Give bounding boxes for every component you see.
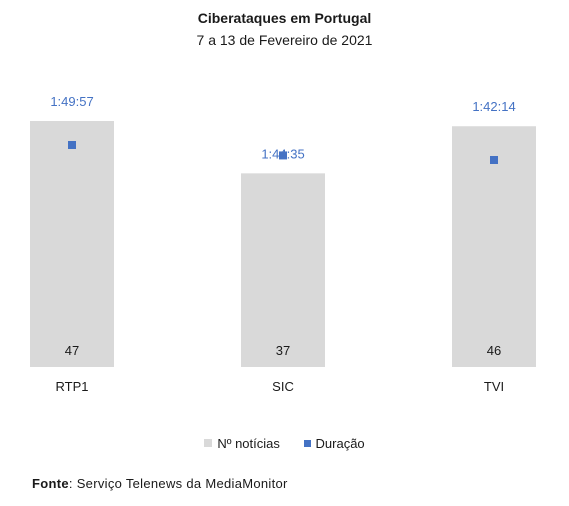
bar-value-label: 47 (65, 343, 79, 358)
duration-label: 1:44:35 (261, 146, 304, 161)
duration-point-tvi (490, 156, 498, 164)
category-label: SIC (272, 379, 294, 394)
duration-point-rtp1 (68, 141, 76, 149)
legend-swatch-bar (204, 439, 213, 447)
legend-label-noticias: Nº notícias (217, 435, 280, 451)
chart-legend: Nº notícias Duração (0, 435, 569, 451)
duration-point-sic (279, 151, 287, 160)
source-text: : Serviço Telenews da MediaMonitor (68, 476, 288, 491)
category-label: TVI (484, 379, 504, 394)
bar-value-label: 37 (276, 343, 290, 358)
bar-sic (241, 173, 325, 367)
duration-label: 1:42:14 (472, 99, 515, 114)
source-note: Fonte: Serviço Telenews da MediaMonitor (32, 476, 288, 491)
legend-label-duracao: Duração (315, 436, 365, 451)
category-label: RTP1 (56, 379, 89, 394)
legend-item-noticias: Nº notícias (204, 436, 280, 451)
bar-rtp1 (30, 121, 114, 367)
bar-value-label: 46 (487, 343, 501, 358)
legend-item-duracao: Duração (303, 436, 365, 451)
duration-label: 1:49:57 (50, 94, 93, 109)
chart-subtitle: 7 a 13 de Fevereiro de 2021 (196, 32, 373, 48)
chart-title: Ciberataques em Portugal (197, 10, 372, 26)
source-label: Fonte (32, 476, 69, 491)
legend-swatch-dot (303, 440, 311, 447)
bar-tvi (452, 126, 536, 367)
